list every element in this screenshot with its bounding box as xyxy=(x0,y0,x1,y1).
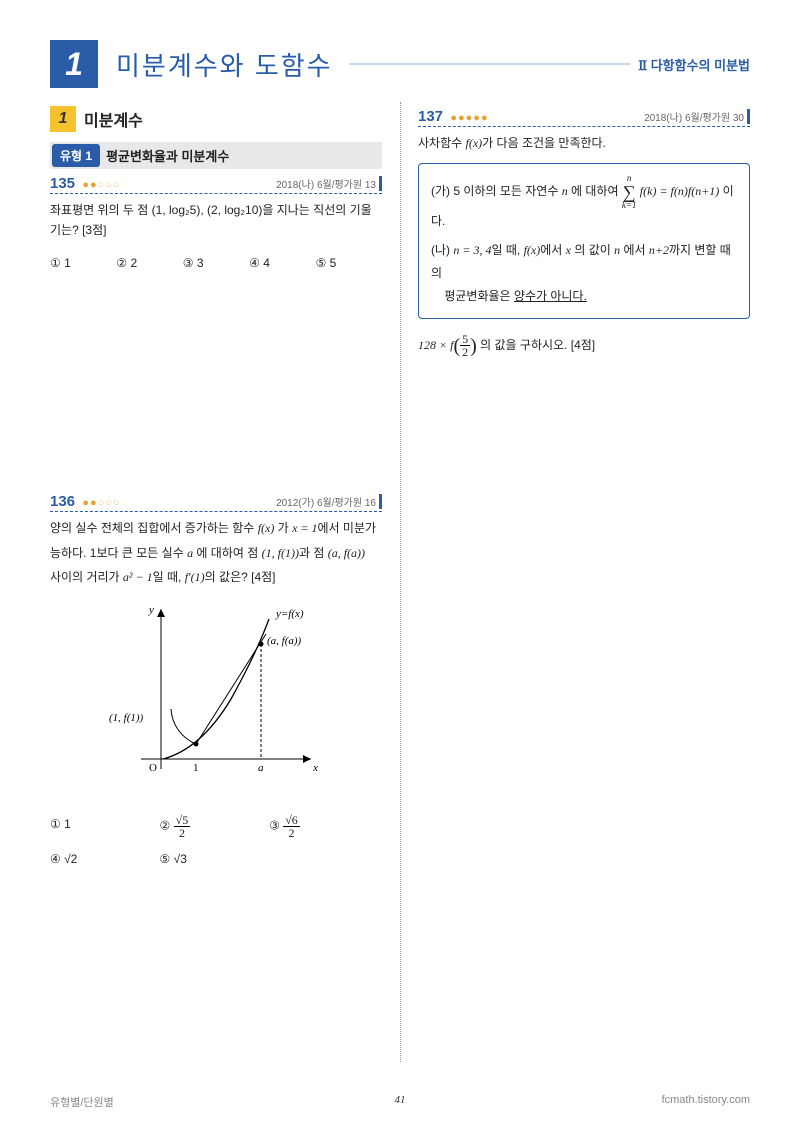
footer-left: 유형별/단원별 xyxy=(50,1094,114,1110)
svg-text:x: x xyxy=(312,762,318,774)
svg-text:a: a xyxy=(258,762,264,774)
problem-136-choices: ① 1 ② √52 ③ √62 ④ √2 ⑤ √3 xyxy=(50,814,382,879)
difficulty-fill: ●● xyxy=(82,497,97,509)
problem-137-ask: 128 × f(52) 의 값을 구하시오. [4점] xyxy=(418,329,750,363)
problem-source: 2018(나) 6월/평가원 30 xyxy=(644,109,750,124)
problem-136-graph: y=f(x) (a, f(a)) (1, f(1)) O 1 a x y xyxy=(50,599,382,795)
header-rule xyxy=(349,63,631,65)
footer-right: fcmath.tistory.com xyxy=(662,1094,750,1110)
svg-text:O: O xyxy=(149,762,157,774)
problem-137-body: 사차함수 f(x)가 다음 조건을 만족한다. (가) 5 이하의 모든 자연수… xyxy=(418,133,750,363)
left-column: 1 미분계수 유형 1 평균변화율과 미분계수 135 ●●○○○ 2018(나… xyxy=(50,102,400,879)
choice-3: ③ √62 xyxy=(269,814,379,839)
choice-1: ① 1 xyxy=(50,253,116,273)
chapter-header: 1 미분계수와 도함수 Ⅱ 다항함수의 미분법 xyxy=(50,40,750,88)
difficulty-fill: ●●●●● xyxy=(450,112,488,124)
choice-5: ⑤ √3 xyxy=(160,849,270,869)
graph-svg: y=f(x) (a, f(a)) (1, f(1)) O 1 a x y xyxy=(101,599,331,789)
problem-135-choices: ① 1 ② 2 ③ 3 ④ 4 ⑤ 5 xyxy=(50,253,382,283)
chapter-title: 미분계수와 도함수 xyxy=(116,46,333,83)
problem-source: 2012(가) 6월/평가원 16 xyxy=(276,494,382,509)
choice-4: ④ 4 xyxy=(249,253,315,273)
problem-number: 137 xyxy=(418,108,443,125)
section-header: 1 미분계수 xyxy=(50,106,382,132)
page-footer: 유형별/단원별 41 fcmath.tistory.com xyxy=(50,1094,750,1110)
svg-text:(1, f(1)): (1, f(1)) xyxy=(109,712,144,724)
condition-b: (나) n = 3, 4일 때, f(x)에서 x 의 값이 n 에서 n+2까… xyxy=(431,239,737,307)
problem-135-text: 좌표평면 위의 두 점 (1, log₂5), (2, log₂10)을 지나는… xyxy=(50,200,382,241)
unit-label: Ⅱ 다항함수의 미분법 xyxy=(638,55,750,74)
chapter-number-box: 1 xyxy=(50,40,98,88)
svg-text:y: y xyxy=(148,604,154,616)
problem-source: 2018(나) 6월/평가원 13 xyxy=(276,176,382,191)
problem-137-intro: 사차함수 f(x)가 다음 조건을 만족한다. xyxy=(418,133,750,153)
problem-136-header: 136 ●●○○○ 2012(가) 6월/평가원 16 xyxy=(50,493,382,512)
difficulty-empty: ○○○ xyxy=(98,179,121,191)
choice-3: ③ 3 xyxy=(183,253,249,273)
svg-text:1: 1 xyxy=(193,762,199,774)
problem-number: 135 xyxy=(50,175,75,192)
choice-4: ④ √2 xyxy=(50,849,160,869)
choice-5: ⑤ 5 xyxy=(316,253,382,273)
unit-title: 다항함수의 미분법 xyxy=(651,58,750,73)
section-title: 미분계수 xyxy=(84,107,143,131)
problem-136-line3: 사이의 거리가 a² − 1일 때, f′(1)의 값은? [4점] xyxy=(50,567,382,587)
right-column: 137 ●●●●● 2018(나) 6월/평가원 30 사차함수 f(x)가 다… xyxy=(400,102,750,879)
svg-text:(a, f(a)): (a, f(a)) xyxy=(267,635,302,647)
difficulty-empty: ○○○ xyxy=(98,497,121,509)
problem-136-line1: 양의 실수 전체의 집합에서 증가하는 함수 f(x) 가 x = 1에서 미분… xyxy=(50,518,382,538)
section-number: 1 xyxy=(50,106,76,132)
column-divider xyxy=(400,102,401,1062)
svg-text:y=f(x): y=f(x) xyxy=(275,608,304,620)
choice-1: ① 1 xyxy=(50,814,160,839)
problem-135-header: 135 ●●○○○ 2018(나) 6월/평가원 13 xyxy=(50,175,382,194)
type-row: 유형 1 평균변화율과 미분계수 xyxy=(50,142,382,169)
problem-number: 136 xyxy=(50,493,75,510)
choice-2: ② √52 xyxy=(160,814,270,839)
problem-135-body: 좌표평면 위의 두 점 (1, log₂5), (2, log₂10)을 지나는… xyxy=(50,200,382,283)
type-badge: 유형 1 xyxy=(52,144,100,167)
type-title: 평균변화율과 미분계수 xyxy=(106,146,229,165)
unit-roman: Ⅱ xyxy=(638,58,647,73)
choice-2: ② 2 xyxy=(116,253,182,273)
problem-137-header: 137 ●●●●● 2018(나) 6월/평가원 30 xyxy=(418,108,750,127)
condition-a: (가) 5 이하의 모든 자연수 n 에 대하여 n ∑ k=1 f(k) = … xyxy=(431,174,737,233)
condition-box: (가) 5 이하의 모든 자연수 n 에 대하여 n ∑ k=1 f(k) = … xyxy=(418,163,750,318)
problem-136-line2: 능하다. 1보다 큰 모든 실수 a 에 대하여 점 (1, f(1))과 점 … xyxy=(50,543,382,563)
footer-page-number: 41 xyxy=(395,1094,406,1106)
difficulty-fill: ●● xyxy=(82,179,97,191)
two-column-layout: 1 미분계수 유형 1 평균변화율과 미분계수 135 ●●○○○ 2018(나… xyxy=(50,102,750,879)
problem-136-body: 양의 실수 전체의 집합에서 증가하는 함수 f(x) 가 x = 1에서 미분… xyxy=(50,518,382,879)
